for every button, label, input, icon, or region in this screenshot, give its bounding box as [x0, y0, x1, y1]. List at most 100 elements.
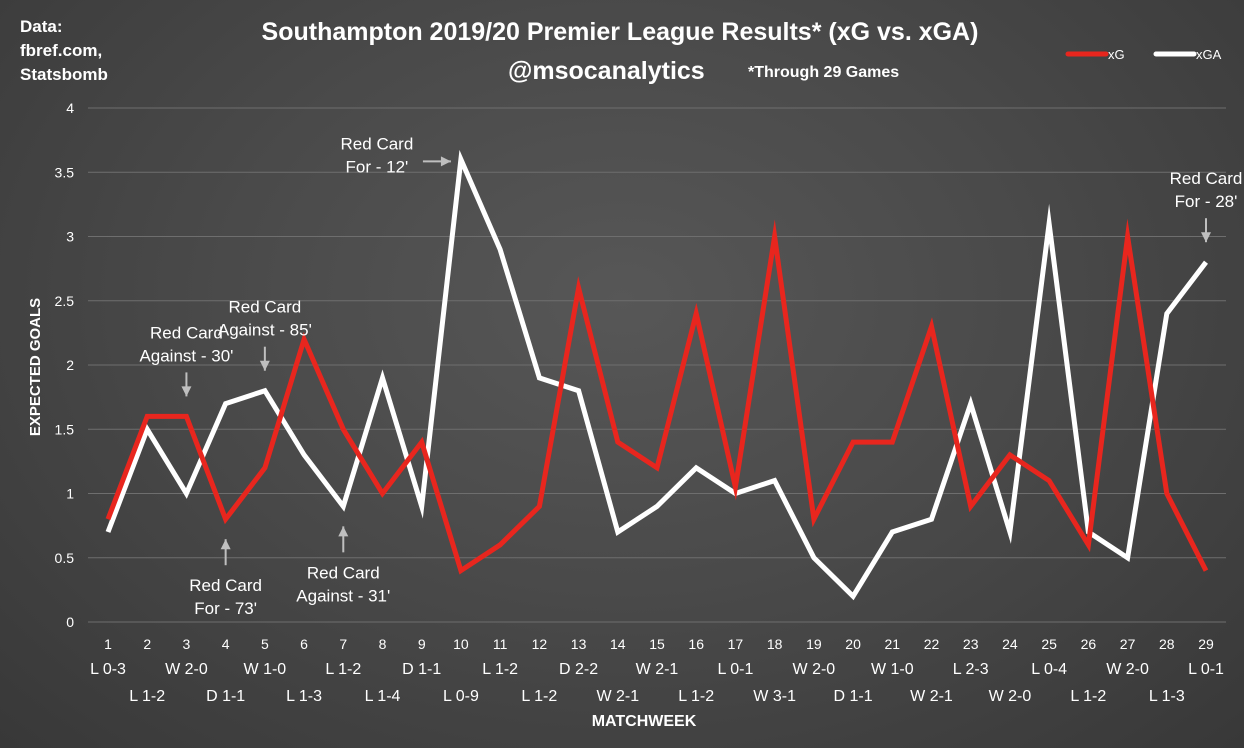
y-tick-label: 0.5 — [55, 550, 75, 566]
x-tick-label: 14 — [610, 636, 626, 652]
y-tick-label: 1.5 — [55, 421, 75, 437]
y-tick-label: 2 — [66, 357, 74, 373]
result-label: D 1-1 — [206, 688, 245, 705]
result-label: W 2-0 — [165, 661, 208, 678]
result-labels: L 0-3L 1-2W 2-0D 1-1W 1-0L 1-3L 1-2L 1-4… — [90, 661, 1224, 705]
x-tick-label: 21 — [884, 636, 900, 652]
annotation-arrowhead — [220, 539, 231, 550]
result-label: L 1-3 — [1149, 688, 1185, 705]
annotation-line-2: For - 28' — [1175, 192, 1238, 211]
result-label: L 0-1 — [717, 661, 753, 678]
annotation-line-1: Red Card — [307, 563, 380, 582]
x-tick-label: 3 — [183, 636, 191, 652]
x-tick-label: 20 — [845, 636, 861, 652]
y-tick-label: 1 — [66, 486, 74, 502]
annotation: Red Card For - 28' — [1170, 169, 1243, 211]
result-label: W 1-0 — [244, 661, 287, 678]
result-label: W 2-0 — [793, 661, 836, 678]
x-tick-label: 9 — [418, 636, 426, 652]
result-label: L 2-3 — [953, 661, 989, 678]
result-label: W 2-0 — [989, 688, 1032, 705]
x-tick-label: 15 — [649, 636, 665, 652]
source-line-3: Statsbomb — [20, 65, 108, 84]
result-label: W 1-0 — [871, 661, 914, 678]
x-axis-title: MATCHWEEK — [592, 713, 697, 730]
x-tick-label: 10 — [453, 636, 469, 652]
x-tick-label: 25 — [1041, 636, 1057, 652]
chart-note: *Through 29 Games — [748, 64, 899, 81]
result-label: L 1-3 — [286, 688, 322, 705]
source-line-2: fbref.com, — [20, 41, 102, 60]
annotation-line-2: For - 12' — [346, 157, 409, 176]
annotation-line-1: Red Card — [228, 298, 301, 317]
result-label: L 0-4 — [1031, 661, 1067, 678]
annotation: Red Card Against - 85' — [218, 298, 312, 340]
y-tick-label: 3.5 — [55, 164, 75, 180]
chart-handle: @msocanalytics — [508, 57, 705, 85]
legend: xG xGA — [1065, 47, 1222, 62]
x-tick-label: 5 — [261, 636, 269, 652]
result-label: L 1-2 — [482, 661, 518, 678]
x-tick-label: 1 — [104, 636, 112, 652]
x-tick-label: 13 — [571, 636, 587, 652]
annotation-line-2: For - 73' — [194, 599, 257, 618]
legend-xga-label: xGA — [1196, 47, 1222, 62]
annotation-line-2: Against - 31' — [296, 586, 390, 605]
y-tick-label: 3 — [66, 229, 74, 245]
annotation-arrowhead — [181, 386, 192, 397]
y-tick-label: 2.5 — [55, 293, 75, 309]
source-line-1: Data: — [20, 17, 63, 36]
annotation-line-1: Red Card — [150, 323, 223, 342]
annotation: Red Card Against - 31' — [296, 563, 390, 605]
x-tick-label: 24 — [1002, 636, 1018, 652]
annotation: Red Card For - 12' — [341, 134, 414, 176]
x-tick-label: 26 — [1081, 636, 1097, 652]
x-tick-label: 16 — [688, 636, 704, 652]
x-tick-label: 18 — [767, 636, 783, 652]
chart-title: Southampton 2019/20 Premier League Resul… — [262, 18, 979, 46]
result-label: D 2-2 — [559, 661, 598, 678]
annotation-line-1: Red Card — [341, 134, 414, 153]
result-label: W 3-1 — [753, 688, 796, 705]
x-tick-label: 22 — [924, 636, 940, 652]
x-tick-label: 6 — [300, 636, 308, 652]
x-tick-label: 11 — [493, 636, 508, 652]
legend-xg-label: xG — [1108, 47, 1125, 62]
series-lines — [105, 149, 1209, 601]
annotation-line-2: Against - 30' — [139, 346, 233, 365]
result-label: L 1-2 — [325, 661, 361, 678]
x-tick-label: 12 — [532, 636, 548, 652]
result-label: L 1-4 — [365, 688, 401, 705]
result-label: W 2-1 — [596, 688, 639, 705]
result-label: D 1-1 — [834, 688, 873, 705]
annotation-arrowhead — [440, 156, 451, 167]
result-label: L 1-2 — [521, 688, 557, 705]
x-tick-label: 29 — [1198, 636, 1214, 652]
y-axis-title: EXPECTED GOALS — [27, 298, 44, 436]
y-tick-label: 4 — [66, 100, 74, 116]
annotation-line-1: Red Card — [1170, 169, 1243, 188]
annotation: Red Card For - 73' — [189, 576, 262, 618]
result-label: L 0-1 — [1188, 661, 1224, 678]
x-tick-label: 23 — [963, 636, 979, 652]
data-source: Data: fbref.com, Statsbomb — [20, 17, 108, 84]
series-line-xg — [105, 218, 1209, 575]
x-tick-label: 17 — [728, 636, 744, 652]
x-tick-label: 19 — [806, 636, 822, 652]
result-label: L 1-2 — [678, 688, 714, 705]
result-label: W 2-0 — [1106, 661, 1149, 678]
x-tick-label: 28 — [1159, 636, 1175, 652]
x-tick-label: 7 — [339, 636, 347, 652]
result-label: W 2-1 — [636, 661, 679, 678]
result-label: L 0-3 — [90, 661, 126, 678]
result-label: L 1-2 — [1070, 688, 1106, 705]
y-tick-label: 0 — [66, 614, 74, 630]
annotation-arrowhead — [1201, 232, 1211, 243]
annotation: Red Card Against - 30' — [139, 323, 233, 365]
annotation-line-1: Red Card — [189, 576, 262, 595]
series-line-xga — [105, 149, 1208, 601]
annotation-line-2: Against - 85' — [218, 321, 312, 340]
annotation-arrowhead — [259, 360, 270, 371]
